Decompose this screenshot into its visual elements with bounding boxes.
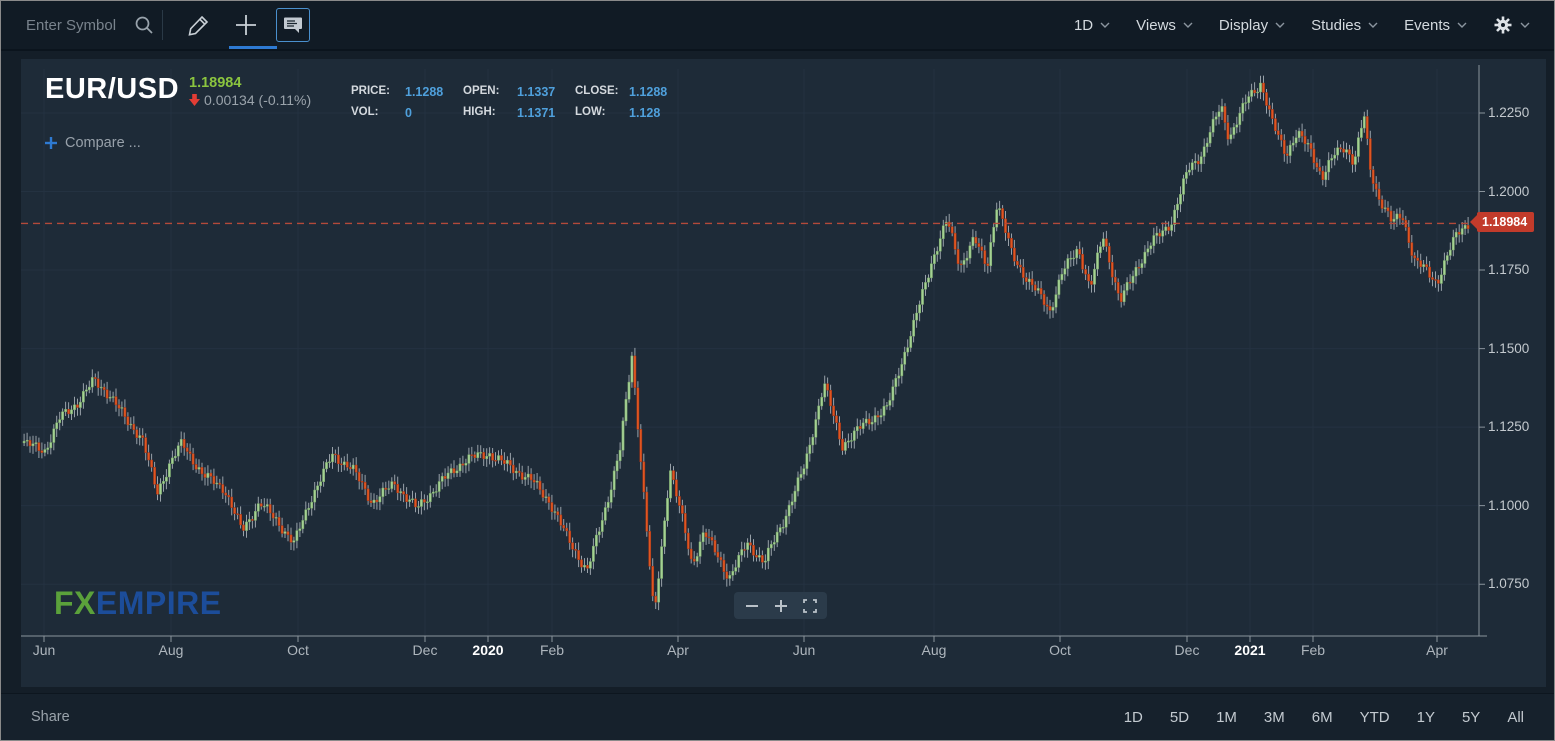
- menu-display[interactable]: Display: [1219, 17, 1285, 34]
- range-1d[interactable]: 1D: [1123, 708, 1143, 726]
- expand-icon: [802, 598, 817, 613]
- logo-empire: EMPIRE: [95, 585, 222, 621]
- toolbar-divider: [162, 10, 163, 40]
- menu-views[interactable]: Views: [1136, 17, 1193, 34]
- fxempire-logo: FXEMPIRE: [54, 585, 222, 622]
- settings-button[interactable]: [1493, 15, 1530, 35]
- chevron-down-icon: [1183, 22, 1193, 28]
- plus-icon: [774, 599, 787, 612]
- active-tool-underline: [229, 46, 277, 49]
- down-arrow-icon: [189, 94, 201, 106]
- ohlc-label: LOW:: [575, 106, 606, 118]
- ohlc-label: CLOSE:: [575, 85, 619, 97]
- range-all[interactable]: All: [1507, 708, 1524, 726]
- ohlc-readout: PRICE: 1.1288 VOL: 0 OPEN: 1.1337 HIGH: …: [351, 85, 680, 120]
- ohlc-value: 1.128: [629, 106, 661, 120]
- compare-label: Compare ...: [65, 135, 141, 151]
- fullscreen-button[interactable]: [795, 592, 824, 619]
- compare-button[interactable]: Compare ...: [45, 135, 141, 151]
- menu-label: Views: [1136, 16, 1176, 34]
- zoom-in-button[interactable]: [766, 592, 795, 619]
- chart-panel: 1.2250 1.2000 1.1750 1.1500 1.1250 1.1000 1.07…: [21, 59, 1546, 687]
- draw-tool-button[interactable]: [175, 1, 222, 50]
- price-block: 1.18984 0.00134 (-0.11%): [189, 75, 311, 108]
- price-change: 0.00134 (-0.11%): [189, 92, 311, 108]
- compare-plus-icon: [45, 137, 57, 149]
- menu-label: Events: [1404, 16, 1450, 34]
- current-price: 1.18984: [189, 75, 242, 91]
- menu-label: 1D: [1073, 16, 1094, 34]
- last-price-badge: 1.18984: [1477, 212, 1535, 233]
- pencil-icon: [187, 15, 208, 36]
- plus-icon: [235, 15, 256, 35]
- selected-tool-box: [275, 8, 310, 42]
- logo-fx: FX: [54, 585, 96, 621]
- symbol-search: [1, 15, 154, 35]
- ohlc-value: 1.1371: [517, 106, 556, 120]
- gear-icon: [1494, 16, 1512, 34]
- range-ytd[interactable]: YTD: [1359, 708, 1390, 726]
- ohlc-value: 1.1337: [517, 85, 556, 99]
- ohlc-value: 1.1288: [629, 85, 668, 99]
- menu-studies[interactable]: Studies: [1311, 17, 1378, 34]
- ohlc-group: PRICE: 1.1288 VOL: 0: [351, 85, 456, 120]
- chevron-down-icon: [1520, 22, 1530, 28]
- range-3m[interactable]: 3M: [1263, 708, 1285, 726]
- minus-icon: [745, 604, 758, 607]
- share-button[interactable]: Share: [31, 709, 70, 725]
- symbol-input[interactable]: [26, 16, 134, 34]
- bottom-bar: Share 1D 5D 1M 3M 6M YTD 1Y 5Y All: [1, 693, 1554, 740]
- ohlc-label: OPEN:: [463, 85, 500, 97]
- chevron-down-icon: [1368, 22, 1378, 28]
- menu-label: Display: [1218, 16, 1269, 34]
- ohlc-label: HIGH:: [463, 106, 496, 118]
- ohlc-value: 0: [405, 106, 412, 120]
- symbol-title: EUR/USD: [45, 73, 180, 105]
- range-5d[interactable]: 5D: [1169, 708, 1190, 726]
- news-icon: [283, 17, 302, 33]
- ohlc-label: PRICE:: [351, 85, 390, 97]
- zoom-controls: [734, 592, 827, 619]
- add-chart-button[interactable]: [222, 1, 269, 50]
- menu-events[interactable]: Events: [1404, 17, 1467, 34]
- range-1y[interactable]: 1Y: [1416, 708, 1435, 726]
- top-toolbar: 1D Views Display Studies Events: [1, 1, 1554, 51]
- main-area: 1.2250 1.2000 1.1750 1.1500 1.1250 1.1000 1.07…: [1, 51, 1554, 693]
- range-5y[interactable]: 5Y: [1461, 708, 1481, 726]
- range-selector: 1D 5D 1M 3M 6M YTD 1Y 5Y All: [1124, 709, 1524, 726]
- ohlc-group: CLOSE: 1.1288 LOW: 1.128: [575, 85, 680, 120]
- range-6m[interactable]: 6M: [1311, 708, 1333, 726]
- chart-canvas[interactable]: [21, 59, 1546, 687]
- search-icon[interactable]: [134, 15, 154, 35]
- menu-label: Studies: [1311, 16, 1362, 34]
- chevron-down-icon: [1100, 22, 1110, 28]
- range-1m[interactable]: 1M: [1216, 708, 1237, 726]
- chevron-down-icon: [1457, 22, 1467, 28]
- ohlc-group: OPEN: 1.1337 HIGH: 1.1371: [463, 85, 568, 120]
- chart-header: EUR/USD 1.18984 0.00134 (-0.11%): [45, 73, 311, 109]
- change-value: 0.00134 (-0.11%): [204, 92, 312, 108]
- ohlc-label: VOL:: [351, 106, 379, 118]
- toolbar-menus: 1D Views Display Studies Events: [1074, 15, 1554, 35]
- zoom-out-button[interactable]: [737, 592, 766, 619]
- chevron-down-icon: [1275, 22, 1285, 28]
- menu-timeframe[interactable]: 1D: [1074, 17, 1110, 34]
- ohlc-value: 1.1288: [405, 85, 444, 99]
- news-tool-button[interactable]: [269, 1, 316, 50]
